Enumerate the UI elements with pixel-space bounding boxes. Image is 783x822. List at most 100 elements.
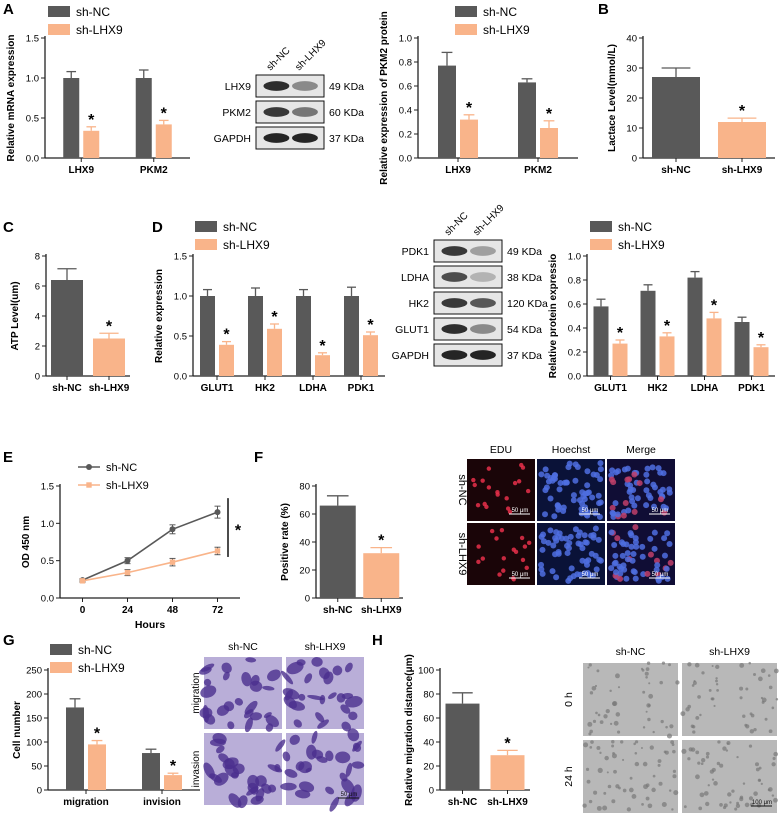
stained-cell [243,709,254,719]
cell-nucleus [513,549,519,555]
cell-nucleus [507,509,513,515]
stained-cell [311,730,318,744]
cell-texture [645,667,650,672]
scale-bar-label: 50 μm [652,508,669,514]
cell-texture [612,751,615,755]
significance-star: * [319,338,326,355]
cell-texture [602,805,608,811]
cell-nucleus [539,570,546,577]
cell-texture [628,787,634,793]
cell-nucleus [639,553,646,560]
micrograph-col-label: Merge [626,444,656,456]
chart-a2: 0.0 0.2 0.4 0.6 0.8 1.0 Relative expression of… [379,5,578,185]
y-tick-label: 30 [626,64,637,75]
legend-label: sh-LHX9 [106,480,149,492]
cell-nucleus [545,539,552,546]
blot-band [292,81,318,91]
cell-texture [672,769,677,774]
bar-sh-nc [200,296,215,376]
blot-kda-label: 120 KDa [507,298,548,310]
cell-texture [594,684,598,688]
panel-label-d: D [152,219,163,236]
x-tick-label: PKM2 [140,165,168,176]
chart-c: 0 2 4 6 8 ATP Level(um) sh-NC sh-LHX9 * [10,252,130,394]
cell-nucleus [486,466,492,471]
stained-cell [315,712,325,723]
cell-nucleus [608,529,615,536]
y-tick-label: 80 [299,482,310,493]
stained-cell [274,763,281,772]
cell-nucleus [570,573,577,580]
bar-sh-lhx9 [315,355,330,376]
y-tick-label: 100 [26,738,42,749]
cell-nucleus [582,504,589,511]
legend-swatch [455,24,477,35]
cell-texture [648,693,654,699]
y-tick-label: 0.0 [41,594,54,605]
cell-nucleus [631,502,638,509]
cell-nucleus [628,543,635,550]
cell-texture [699,792,705,798]
y-tick-label: 150 [26,714,42,725]
cell-nucleus [630,550,637,557]
cell-nucleus [643,502,650,509]
blot-band [441,298,468,308]
y-tick-label: 0.6 [399,82,412,93]
legend-label: sh-NC [223,220,257,234]
cell-nucleus [476,544,481,549]
legend-label: sh-LHX9 [618,238,665,252]
x-tick-label: sh-NC [323,605,352,616]
stained-cell [350,784,362,802]
cell-texture [767,788,771,792]
y-tick-label: 0.5 [26,114,39,125]
y-tick-label: 40 [299,538,310,549]
cell-texture [771,794,775,797]
cell-texture [633,742,637,746]
cell-nucleus [526,540,532,546]
cell-texture [613,720,619,726]
cell-texture [671,808,674,811]
cell-nucleus [495,490,500,495]
cell-texture [692,730,696,734]
cell-texture [589,729,593,734]
bar-sh-lhx9 [93,338,125,376]
cell-nucleus [512,480,518,486]
cell-nucleus [551,513,558,520]
bar-sh-lhx9 [659,336,675,376]
significance-star: * [664,318,671,335]
cell-nucleus [557,480,564,487]
cell-nucleus [542,466,549,473]
cell-texture [687,662,692,667]
cell-texture [711,778,715,781]
bar-sh-lhx9 [490,755,525,790]
cell-texture [715,679,718,683]
chart-a1: 0.0 0.5 1.0 1.5 Relative mRNA expression LHX9… [6,5,190,176]
micrograph-f: 50 μm [467,459,535,521]
panel-label-b: B [598,1,609,18]
cell-texture [607,784,612,789]
cell-nucleus [651,484,658,491]
cell-nucleus [585,489,592,496]
stained-cell [311,749,324,759]
legend-swatch [195,221,217,232]
cell-texture [588,663,592,667]
y-tick-label: 40 [626,34,637,45]
cell-texture [699,713,702,717]
stained-cell [224,758,235,770]
cell-texture [701,758,706,763]
legend-label: sh-LHX9 [223,238,270,252]
cell-texture [719,763,724,768]
cell-nucleus [653,566,660,573]
cell-texture [626,807,632,812]
cell-texture [775,697,779,701]
stained-cell [255,788,265,802]
cell-nucleus [620,512,627,519]
cell-nucleus [639,543,646,550]
cell-nucleus [552,551,559,558]
x-tick-label: LHX9 [68,165,94,176]
y-tick-label: 0.0 [26,154,39,165]
cell-nucleus [581,570,588,577]
blot-row-label: LDHA [401,272,429,284]
y-tick-label: 80 [423,690,434,701]
